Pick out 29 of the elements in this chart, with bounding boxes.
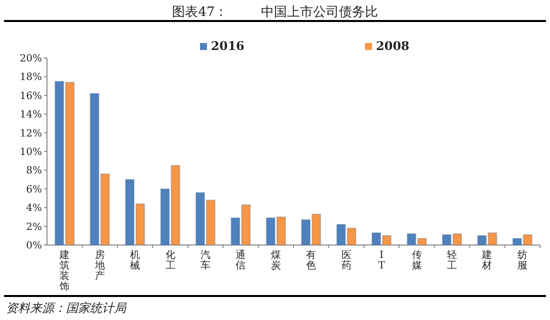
- y-tick-label: 12%: [20, 128, 42, 140]
- y-tick-label: 10%: [20, 147, 42, 158]
- y-tick-label: 2%: [26, 222, 42, 233]
- legend-label: 2016: [211, 39, 244, 53]
- y-tick-label: 4%: [26, 203, 42, 214]
- x-tick-label: 轻工: [446, 249, 457, 272]
- x-tick-label: 建筑装饰: [58, 249, 70, 292]
- y-tick-label: 18%: [20, 72, 42, 84]
- text: 资料来源：国家统计局: [6, 301, 127, 315]
- x-tick-label: 建材: [481, 249, 492, 272]
- y-tick-label: 20%: [20, 54, 42, 64]
- y-tick-label: 16%: [20, 90, 42, 102]
- x-tick-label: 汽车: [200, 249, 210, 272]
- y-tick-label: 0%: [26, 240, 42, 252]
- x-tick-label: 煤炭: [270, 249, 281, 272]
- chart-title: 图表47： 中国上市公司债务比: [172, 5, 378, 20]
- x-tick-label: IT: [378, 250, 386, 272]
- x-tick-label: 医药: [341, 250, 352, 272]
- x-tick-label: 房地产: [94, 249, 105, 282]
- x-tick-label: 机械: [130, 249, 140, 272]
- x-tick-label: 通信: [236, 249, 246, 272]
- x-tick-label: 化工: [165, 249, 176, 272]
- x-tick-label: 传媒: [412, 250, 422, 272]
- y-tick-label: 14%: [20, 110, 42, 121]
- y-tick-label: 6%: [26, 184, 42, 196]
- x-tick-label: 有色: [306, 249, 316, 272]
- y-tick-label: 8%: [26, 166, 42, 177]
- x-tick-label: 纺服: [517, 249, 528, 272]
- legend-label: 2008: [376, 39, 410, 53]
